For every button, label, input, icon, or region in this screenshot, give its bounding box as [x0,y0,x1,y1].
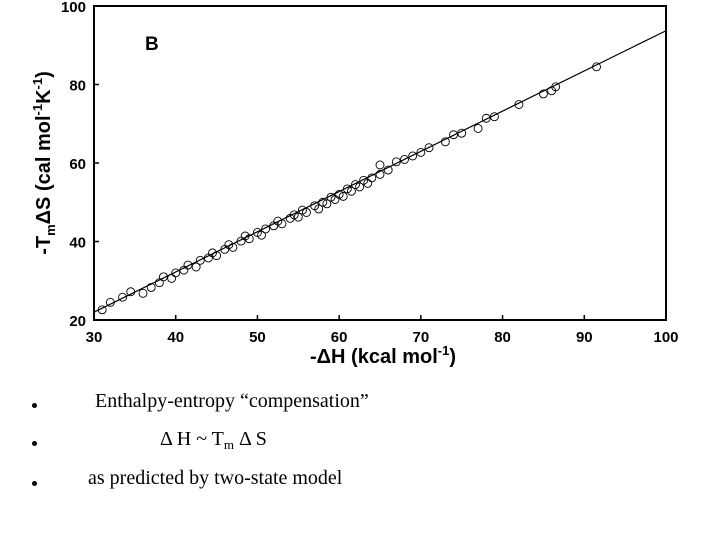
data-point [408,151,418,161]
y-tick-label: 20 [69,313,86,330]
data-point [191,262,201,272]
x-tick-label: 90 [576,329,593,346]
data-point [346,186,356,196]
data-point [195,255,205,265]
bullet-text-1: Enthalpy-entropy “compensation” [95,390,369,412]
scatter-chart: 30 40 50 60 70 80 90 100 20 40 60 80 100 B -ΔH (kca… [30,0,679,368]
data-point [449,130,458,140]
data-point [322,199,332,209]
data-point [538,89,548,99]
data-point [203,253,213,263]
bullet-equation: Δ H ~ Tm Δ S [160,428,267,453]
data-point [481,113,491,123]
data-point [261,224,271,234]
data-point [400,155,409,164]
data-point [383,165,393,175]
data-point [244,234,254,244]
delta-symbol: Δ [160,428,172,450]
y-axis-title: -TmΔS (cal mol-1K-1) [30,71,58,255]
delta-symbol-2: Δ [234,428,251,450]
x-tick-label: 60 [331,329,348,346]
data-point [171,268,181,278]
data-point [257,230,266,240]
data-point [154,278,164,288]
y-tick-label: 100 [61,0,86,16]
data-point [269,221,279,231]
bullet-text-3: as predicted by two-state model [88,467,343,489]
panel-label: B [145,34,159,55]
equation-s: S [250,428,267,450]
data-point [355,182,365,192]
data-point [314,204,324,214]
x-tick-label: 40 [167,329,184,346]
x-tick-label: 70 [413,329,430,346]
y-tick-label: 40 [69,235,86,252]
bullet-dot-2 [32,441,37,446]
data-point [138,288,148,298]
equation-subscript: m [223,437,235,452]
data-point [183,260,193,270]
y-tick-label: 60 [69,156,86,173]
data-point [375,169,385,179]
equation-h: H ~ T [171,428,224,450]
x-axis: 30 40 50 60 70 80 90 100 [86,315,679,346]
bullet-dot-3 [32,481,37,486]
x-axis-title: -ΔH (kcal mol-1) [310,343,456,368]
data-point [293,212,303,222]
x-tick-label: 100 [653,329,678,346]
y-tick-label: 80 [69,78,86,95]
data-point [159,272,168,282]
data-point [302,208,311,217]
data-point [318,197,328,207]
data-point [424,143,434,153]
data-point [375,160,385,170]
data-point [416,147,426,157]
data-point [473,124,483,133]
x-tick-label: 80 [494,329,511,346]
x-tick-label: 30 [86,329,103,346]
data-point [338,191,348,201]
fit-line [93,30,667,313]
y-axis: 20 40 60 80 100 [61,0,99,330]
data-point [334,189,344,199]
bullet-dot-1 [32,403,37,408]
x-tick-label: 50 [249,329,266,346]
data-point [118,292,128,302]
